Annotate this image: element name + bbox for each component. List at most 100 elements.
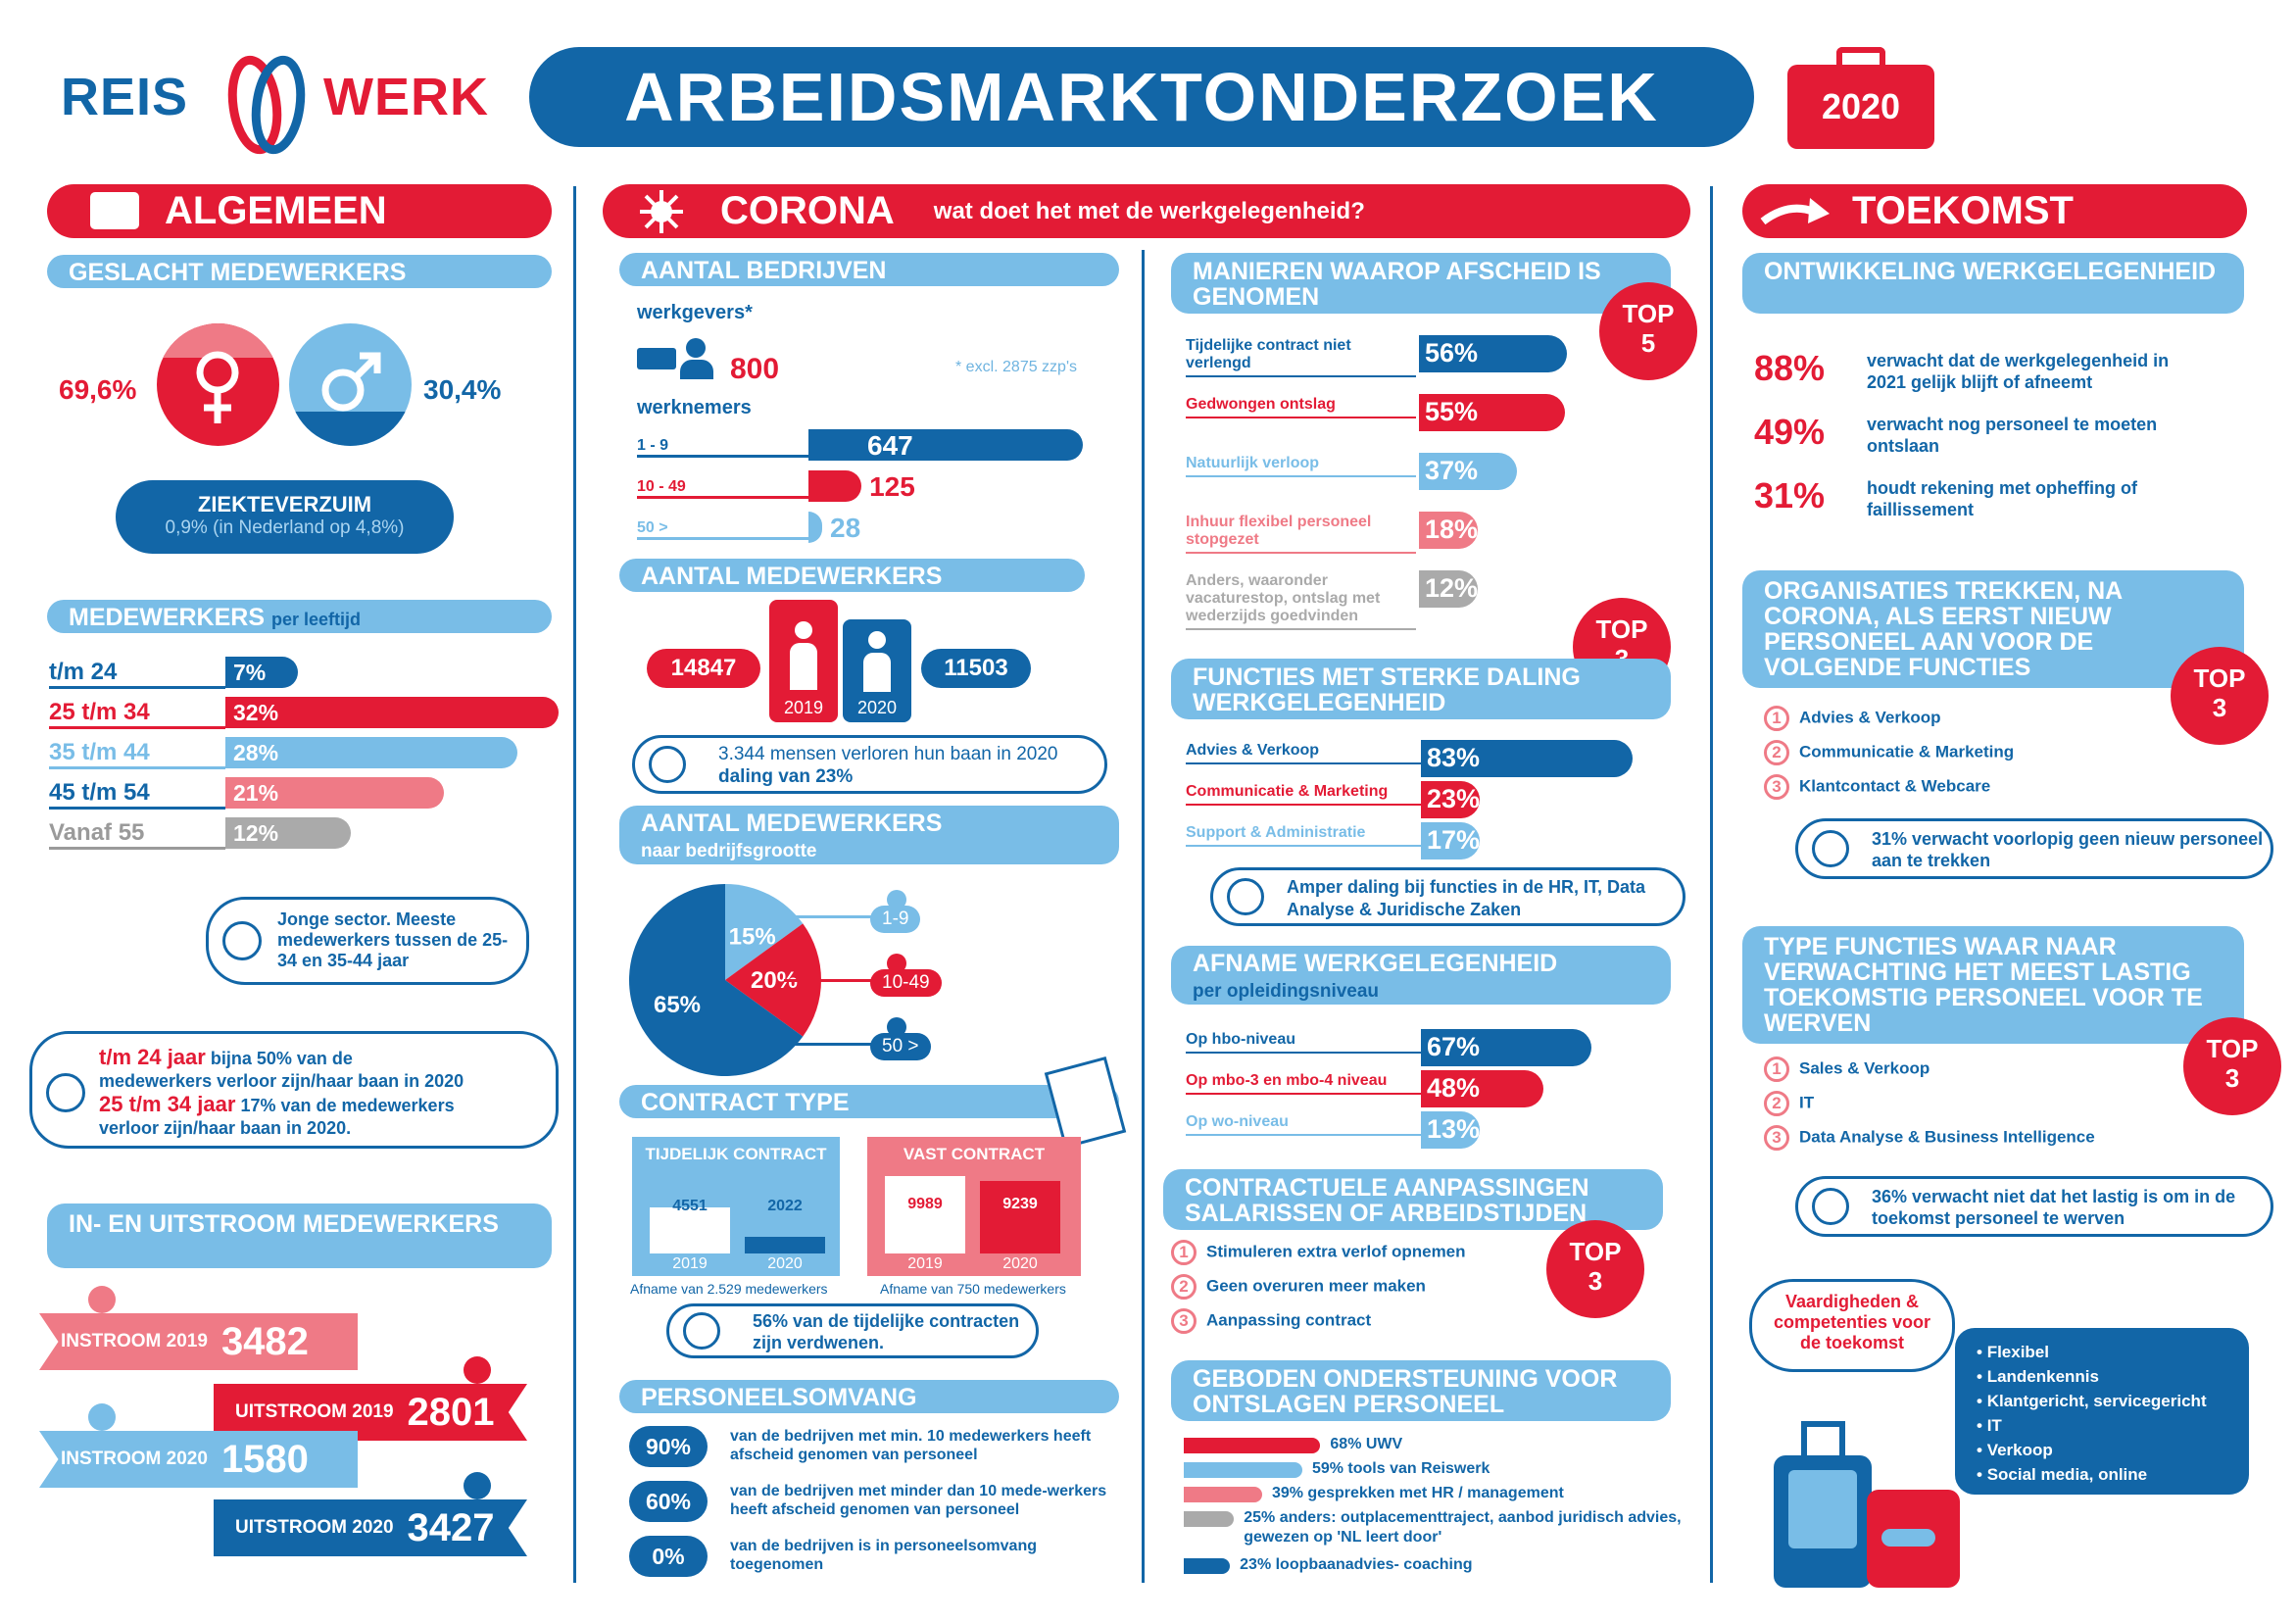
- section-toekomst-title: TOEKOMST: [1852, 189, 2074, 232]
- opleiding-bar: [1421, 1070, 1543, 1107]
- werkgevers-value: 800: [730, 353, 780, 385]
- aanpassing-top-badge: TOP 3: [1546, 1220, 1644, 1318]
- functies-value: 23%: [1427, 784, 1481, 813]
- number-badge: 2: [1171, 1274, 1197, 1300]
- opleiding-title: AFNAME WERKGELEGENHEID per opleidingsniv…: [1171, 946, 1671, 1005]
- omvang-text: van de bedrijven is in personeelsomvang …: [730, 1538, 1037, 1573]
- section-corona-title: CORONA: [720, 189, 895, 232]
- lightbulb-icon-2: [46, 1073, 85, 1112]
- stroom-person-icon: [464, 1356, 491, 1384]
- werknemers-label: werknemers: [637, 397, 752, 418]
- pie-person-icon: [887, 1017, 906, 1037]
- male-icon: [289, 323, 412, 446]
- stroom-label: UITSTROOM 2020: [235, 1517, 394, 1538]
- bedrijf-row-bar: [808, 512, 822, 543]
- omvang-text: van de bedrijven met min. 10 medewerkers…: [730, 1428, 1092, 1463]
- organisaties-item: 2 Communicatie & Marketing: [1764, 740, 2014, 765]
- bedrijf-row-label: 10 - 49: [637, 478, 808, 499]
- omvang-title: PERSONEELSOMVANG: [619, 1380, 1119, 1413]
- verlies-bubble: t/m 24 jaar bijna 50% van de medewerkers…: [29, 1031, 559, 1149]
- afscheid-value: 37%: [1425, 456, 1479, 485]
- section-algemeen-title: ALGEMEEN: [165, 189, 387, 232]
- jonge-sector-bubble: Jonge sector. Meeste medewerkers tussen …: [206, 897, 529, 985]
- functies-bar: [1421, 822, 1480, 860]
- stroom-value: 2801: [407, 1390, 495, 1434]
- leeftijd-title-text: MEDEWERKERS: [69, 604, 266, 631]
- ondersteuning-text: 39% gesprekken met HR / management: [1271, 1485, 1564, 1501]
- organisaties-item: 1 Advies & Verkoop: [1764, 706, 1941, 731]
- opleiding-label: Op mbo-3 en mbo-4 niveau: [1186, 1072, 1421, 1095]
- pie-legend-label: 10-49: [870, 969, 942, 997]
- number-badge: 3: [1764, 774, 1789, 800]
- stroom-value: 1580: [220, 1437, 309, 1481]
- tijdelijk-panel: TIJDELIJK CONTRACT 4551 2022 2019 2020: [632, 1137, 840, 1276]
- vaardig-item: • Social media, online: [1977, 1465, 2148, 1484]
- ondersteuning-bar: [1184, 1511, 1235, 1527]
- functies-bar: [1421, 781, 1480, 818]
- number-badge: 1: [1764, 1056, 1789, 1082]
- organisaties-top-b: 3: [2212, 693, 2227, 722]
- age-row-label: t/m 24: [49, 659, 225, 689]
- logo-right: WERK: [323, 68, 489, 126]
- ontwikkeling-value: 88%: [1754, 348, 1826, 388]
- tijdelijk-y2: 2020: [767, 1255, 803, 1272]
- afscheid-top-badge: TOP 5: [1599, 282, 1697, 380]
- vast-2020: 9239: [1002, 1196, 1038, 1212]
- ontwikkeling-value: 49%: [1754, 412, 1826, 452]
- vaardig-item: • Klantgericht, servicegericht: [1977, 1392, 2207, 1410]
- number-badge: 3: [1764, 1125, 1789, 1151]
- lastig-top-badge: TOP 3: [2183, 1017, 2281, 1115]
- vaardig-item-text: Social media, online: [1986, 1465, 2148, 1484]
- age-row-label: 25 t/m 34: [49, 699, 225, 729]
- age-row-label: Vanaf 55: [49, 819, 225, 850]
- vaardig-item: • Landenkennis: [1977, 1367, 2099, 1386]
- luggage-icon: [1774, 1421, 1960, 1588]
- verlies-l2b: 17% van de medewerkers: [240, 1096, 455, 1115]
- stroom-person-icon: [88, 1286, 116, 1313]
- afscheid-label: Natuurlijk verloop: [1186, 455, 1416, 477]
- vast-note: Afname van 750 medewerkers: [880, 1281, 1066, 1297]
- banen-b: 2020: [1016, 744, 1058, 764]
- pie-slice: [629, 884, 804, 1076]
- age-row-value: 21%: [233, 780, 279, 806]
- functies-top-a: TOP: [1595, 614, 1648, 644]
- afscheid-top-a: TOP: [1622, 299, 1675, 328]
- functies-bar: [1421, 740, 1633, 777]
- vaardig-title: Vaardigheden & competenties voor de toek…: [1773, 1292, 1931, 1352]
- gender-title: GESLACHT MEDEWERKERS: [47, 255, 552, 288]
- year-suitcase: 2020: [1787, 47, 1934, 149]
- omvang-value: 60%: [629, 1481, 708, 1522]
- lastig-bubble: 36% verwacht niet dat het lastig is om i…: [1795, 1176, 2273, 1237]
- ziekte-box: ZIEKTEVERZUIM 0,9% (in Nederland op 4,8%…: [116, 480, 454, 554]
- page-title: ARBEIDSMARKTONDERZOEK: [529, 47, 1754, 147]
- verlies-text: t/m 24 jaar bijna 50% van de medewerkers…: [99, 1046, 555, 1140]
- organisaties-top-badge-2: TOP 3: [2171, 647, 2269, 745]
- opleiding-sub: per opleidingsniveau: [1193, 981, 1380, 1002]
- tijdelijk-note: Afname van 2.529 medewerkers: [630, 1281, 828, 1297]
- contract-title: CONTRACT TYPE: [619, 1085, 1119, 1118]
- lastig-text: Data Analyse & Business Intelligence: [1799, 1127, 2095, 1147]
- opleiding-value: 67%: [1427, 1032, 1481, 1061]
- organisaties-bubble: 31% verwacht voorlopig geen nieuw person…: [1795, 818, 2273, 879]
- y2020: 2020: [856, 698, 898, 717]
- age-row-value: 7%: [233, 660, 267, 685]
- ondersteuning-bar: [1184, 1462, 1302, 1478]
- stroom-person-icon: [464, 1472, 491, 1499]
- lightbulb-icon-3: [649, 746, 686, 783]
- divider-2: [1142, 250, 1145, 1583]
- opleiding-label: Op wo-niveau: [1186, 1113, 1421, 1136]
- age-row-bar: [225, 657, 299, 688]
- briefcase-icon: [90, 192, 139, 229]
- virus-icon: [640, 190, 683, 233]
- aanpassing-item: 1 Stimuleren extra verlof opnemen: [1171, 1240, 1466, 1265]
- pie-slice-label: 65%: [654, 992, 701, 1018]
- verlies-l2a: 25 t/m 34 jaar: [99, 1092, 236, 1116]
- lightbulb-icon-4: [683, 1312, 720, 1350]
- year-badge: 2020: [1787, 65, 1934, 149]
- opleiding-title-text: AFNAME WERKGELEGENHEID: [1193, 950, 1558, 977]
- organisaties-top-a: TOP: [2193, 663, 2246, 693]
- contract-document-icon: [1044, 1056, 1127, 1150]
- omvang-text: van de bedrijven met minder dan 10 mede-…: [730, 1483, 1107, 1518]
- ondersteuning-bar: [1184, 1487, 1262, 1502]
- vaardig-item-text: Landenkennis: [1986, 1367, 2099, 1386]
